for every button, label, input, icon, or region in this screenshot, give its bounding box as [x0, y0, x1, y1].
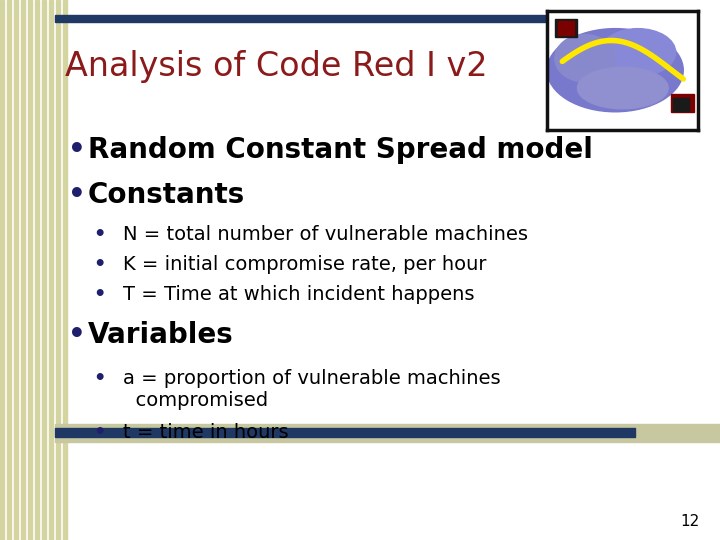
Bar [7, 0, 11, 540]
Text: N = total number of vulnerable machines: N = total number of vulnerable machines [123, 226, 528, 245]
Ellipse shape [600, 29, 676, 76]
Bar [0, 0, 55, 540]
Bar [56, 0, 60, 540]
Text: 12: 12 [680, 515, 700, 530]
Bar [0, 0, 4, 540]
Bar [554, 19, 577, 37]
Bar [21, 0, 25, 540]
Text: T = Time at which incident happens: T = Time at which incident happens [123, 286, 474, 305]
Text: •: • [68, 136, 86, 164]
Bar [55, 424, 720, 442]
Bar [558, 22, 575, 35]
Text: •: • [93, 422, 105, 442]
Text: Analysis of Code Red I v2: Analysis of Code Red I v2 [65, 50, 487, 83]
Ellipse shape [577, 67, 668, 109]
Bar [14, 0, 18, 540]
Text: •: • [93, 255, 105, 274]
Ellipse shape [554, 35, 615, 82]
Text: K = initial compromise rate, per hour: K = initial compromise rate, per hour [123, 255, 487, 274]
Text: Random Constant Spread model: Random Constant Spread model [88, 136, 593, 164]
Bar [55, 15, 635, 22]
Text: •: • [68, 321, 86, 349]
Bar [55, 428, 635, 437]
Text: •: • [93, 286, 105, 305]
Text: Variables: Variables [88, 321, 234, 349]
Bar [63, 0, 67, 540]
Bar [49, 0, 53, 540]
Text: Constants: Constants [88, 181, 246, 209]
Text: •: • [93, 368, 105, 388]
Text: a = proportion of vulnerable machines: a = proportion of vulnerable machines [123, 368, 500, 388]
Bar [28, 0, 32, 540]
Text: compromised: compromised [123, 390, 268, 409]
Bar [35, 0, 39, 540]
Text: •: • [68, 181, 86, 209]
Bar [42, 0, 46, 540]
Text: •: • [93, 226, 105, 245]
Ellipse shape [547, 29, 683, 112]
Bar [671, 94, 694, 112]
Bar [672, 98, 689, 111]
Text: t = time in hours: t = time in hours [123, 422, 289, 442]
